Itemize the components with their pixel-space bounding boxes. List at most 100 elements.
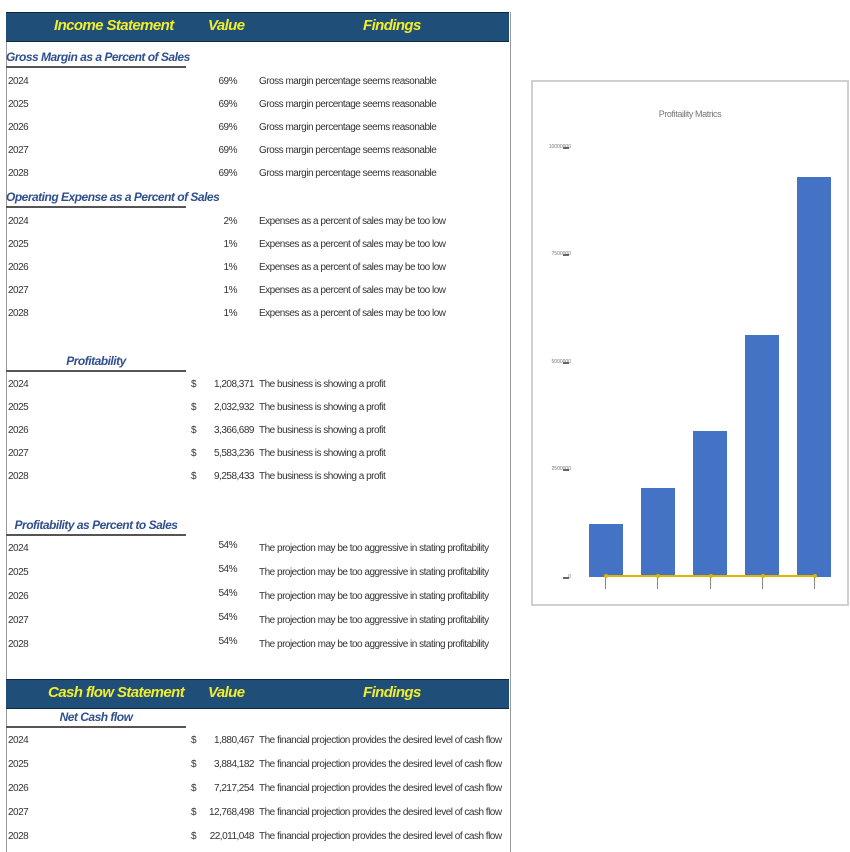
table-row: 2028 69% Gross margin percentage seems rea… xyxy=(8,163,508,186)
table-row: 2025 $2,032,932 The business is showing a … xyxy=(8,397,508,420)
section-title-opex: Operating Expense as a Percent of Sales xyxy=(6,188,220,208)
year-cell: 2024 xyxy=(8,379,29,390)
year-cell: 2025 xyxy=(8,99,29,110)
year-cell: 2024 xyxy=(8,735,29,746)
y-tick-mark xyxy=(563,362,569,364)
value-cell: 54% xyxy=(218,612,237,623)
table-row: 2024 54% The projection may be too aggress… xyxy=(8,538,508,561)
finding-cell: The projection may be too aggressive in … xyxy=(259,543,489,554)
year-cell: 2027 xyxy=(8,448,29,459)
table-row: 2025 54% The projection may be too aggress… xyxy=(8,562,508,585)
y-tick-mark xyxy=(563,147,569,149)
section-title-net-cash: Net Cash flow xyxy=(6,708,186,728)
finding-cell: The business is showing a profit xyxy=(259,402,386,413)
header-col-statement: Income Statement xyxy=(54,17,174,34)
table-row: 2027 $12,768,498 The financial projection … xyxy=(8,802,508,825)
value-cell: 1% xyxy=(223,262,238,273)
finding-cell: Expenses as a percent of sales may be to… xyxy=(259,262,446,273)
value-cell: 69% xyxy=(218,76,237,87)
table-row: 2024 69% Gross margin percentage seems rea… xyxy=(8,71,508,94)
year-cell: 2028 xyxy=(8,831,29,842)
header-col-findings: Findings xyxy=(363,17,421,34)
currency-symbol: $ xyxy=(191,379,197,390)
header-col-value: Value xyxy=(208,17,245,34)
table-row: 2025 $3,884,182 The financial projection p… xyxy=(8,754,508,777)
year-cell: 2028 xyxy=(8,168,29,179)
year-cell: 2024 xyxy=(8,216,29,227)
finding-cell: Expenses as a percent of sales may be to… xyxy=(259,216,446,227)
value-cell: 54% xyxy=(218,540,237,551)
year-cell: 2025 xyxy=(8,567,29,578)
finding-cell: The projection may be too aggressive in … xyxy=(259,567,489,578)
bar-2026[interactable] xyxy=(693,431,727,577)
table-row: 2028 $22,011,048 The financial projection … xyxy=(8,826,508,849)
section-title-profitability: Profitability xyxy=(6,352,186,372)
currency-symbol: $ xyxy=(191,735,197,746)
finding-cell: Gross margin percentage seems reasonable xyxy=(259,145,437,156)
finding-cell: The projection may be too aggressive in … xyxy=(259,639,489,650)
value-cell: 1% xyxy=(223,308,238,319)
profitability-chart[interactable]: Profitaility Matrics 10000000 7500000 50… xyxy=(531,80,849,606)
y-tick-label: 5000000 xyxy=(551,359,571,365)
currency-symbol: $ xyxy=(191,471,197,482)
currency-symbol: $ xyxy=(191,425,197,436)
table-row: 2025 1% Expenses as a percent of sales may… xyxy=(8,234,508,257)
y-tick-mark xyxy=(563,469,569,471)
currency-symbol: $ xyxy=(191,402,197,413)
table-row: 2025 69% Gross margin percentage seems rea… xyxy=(8,94,508,117)
year-cell: 2025 xyxy=(8,759,29,770)
finding-cell: The business is showing a profit xyxy=(259,425,386,436)
y-tick-label: 2500000 xyxy=(551,466,571,472)
finding-cell: The business is showing a profit xyxy=(259,471,386,482)
spreadsheet-area xyxy=(6,12,511,852)
section-title-gross-margin: Gross Margin as a Percent of Sales xyxy=(6,48,190,68)
value-cell: 2% xyxy=(223,216,238,227)
value-cell: 3,366,689 xyxy=(214,425,255,436)
x-axis-marker xyxy=(604,574,608,578)
table-row: 2026 $7,217,254 The financial projection p… xyxy=(8,778,508,801)
value-cell: 2,032,932 xyxy=(214,402,255,413)
year-cell: 2025 xyxy=(8,239,29,250)
year-cell: 2026 xyxy=(8,425,29,436)
value-cell: 7,217,254 xyxy=(214,783,255,794)
table-row: 2027 $5,583,236 The business is showing a … xyxy=(8,443,508,466)
value-cell: 1,208,371 xyxy=(214,379,255,390)
finding-cell: Gross margin percentage seems reasonable xyxy=(259,122,437,133)
value-cell: 69% xyxy=(218,168,237,179)
year-cell: 2024 xyxy=(8,543,29,554)
value-cell: 22,011,048 xyxy=(209,831,255,842)
table-row: 2027 1% Expenses as a percent of sales may… xyxy=(8,280,508,303)
bar-2028[interactable] xyxy=(797,177,831,577)
value-cell: 12,768,498 xyxy=(208,807,255,818)
y-tick-label: 0 xyxy=(568,574,571,580)
bar-2024[interactable] xyxy=(589,524,623,577)
y-tick-mark xyxy=(563,254,569,256)
finding-cell: Expenses as a percent of sales may be to… xyxy=(259,285,446,296)
table-row: 2024 $1,208,371 The business is showing a … xyxy=(8,374,508,397)
table-row: 2024 $1,880,467 The financial projection p… xyxy=(8,730,508,753)
value-cell: 9,258,433 xyxy=(214,471,255,482)
chart-title: Profitaility Matrics xyxy=(658,109,722,119)
table-row: 2026 69% Gross margin percentage seems rea… xyxy=(8,117,508,140)
x-tick-mark xyxy=(762,576,763,589)
finding-cell: The projection may be too aggressive in … xyxy=(259,591,489,602)
finding-cell: The business is showing a profit xyxy=(259,448,386,459)
value-cell: 1,880,467 xyxy=(214,735,255,746)
header-col-findings: Findings xyxy=(363,684,421,701)
year-cell: 2026 xyxy=(8,122,29,133)
bar-2027[interactable] xyxy=(745,335,779,577)
bar-2025[interactable] xyxy=(641,488,675,577)
value-cell: 54% xyxy=(218,588,237,599)
header-col-value: Value xyxy=(208,684,245,701)
currency-symbol: $ xyxy=(191,831,197,842)
finding-cell: The business is showing a profit xyxy=(259,379,386,390)
finding-cell: The financial projection provides the de… xyxy=(259,783,502,794)
x-axis-marker xyxy=(656,574,660,578)
table-row: 2026 1% Expenses as a percent of sales may… xyxy=(8,257,508,280)
x-tick-mark xyxy=(710,576,711,589)
finding-cell: The projection may be too aggressive in … xyxy=(259,615,489,626)
value-cell: 3,884,182 xyxy=(214,759,255,770)
table-row: 2024 2% Expenses as a percent of sales may… xyxy=(8,211,508,234)
year-cell: 2027 xyxy=(8,807,29,818)
finding-cell: The financial projection provides the de… xyxy=(259,831,502,842)
